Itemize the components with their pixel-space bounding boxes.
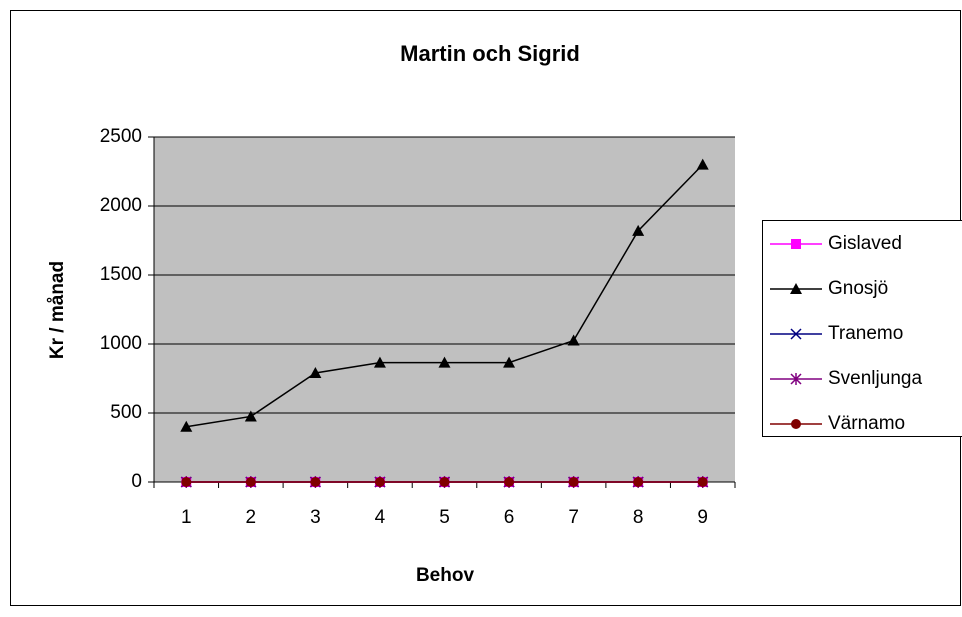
x-tick-label: 2	[246, 507, 257, 528]
data-point	[246, 477, 256, 487]
x-tick-label: 5	[439, 507, 450, 528]
y-tick-label: 500	[110, 402, 142, 423]
x-tick-label: 3	[310, 507, 321, 528]
data-point	[504, 477, 514, 487]
y-tick-label: 2000	[100, 195, 142, 216]
x-tick-label: 1	[181, 507, 192, 528]
data-point	[181, 477, 191, 487]
data-point	[375, 477, 385, 487]
data-point	[633, 477, 643, 487]
x-tick-label: 6	[504, 507, 515, 528]
data-point	[440, 477, 450, 487]
data-point	[698, 477, 708, 487]
legend-label: Värnamo	[828, 413, 905, 434]
legend-label: Svenljunga	[828, 368, 922, 389]
y-tick-label: 2500	[100, 126, 142, 147]
legend-label: Gislaved	[828, 233, 902, 254]
y-axis-label: Kr / månad	[47, 261, 68, 359]
x-tick-label: 9	[697, 507, 708, 528]
data-point	[310, 477, 320, 487]
legend-marker	[791, 419, 801, 429]
y-tick-label: 0	[131, 471, 142, 492]
x-tick-label: 8	[633, 507, 644, 528]
legend-label: Tranemo	[828, 323, 903, 344]
y-tick-label: 1500	[100, 264, 142, 285]
plot-area	[154, 137, 735, 482]
legend-marker	[791, 239, 801, 249]
legend-label: Gnosjö	[828, 278, 888, 299]
x-axis-label: Behov	[416, 565, 475, 586]
y-tick-label: 1000	[100, 333, 142, 354]
chart-title: Martin och Sigrid	[400, 41, 580, 66]
x-tick-label: 4	[375, 507, 386, 528]
x-tick-label: 7	[568, 507, 579, 528]
data-point	[569, 477, 579, 487]
